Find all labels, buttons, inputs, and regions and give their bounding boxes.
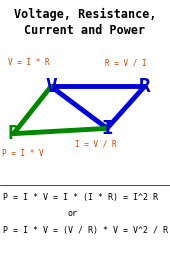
Text: or: or (68, 209, 78, 218)
Text: R: R (139, 77, 150, 96)
Text: V: V (45, 77, 57, 96)
Text: P: P (8, 124, 20, 143)
Text: I = V / R: I = V / R (75, 140, 116, 149)
Text: P = I * V = I * (I * R) = I^2 R: P = I * V = I * (I * R) = I^2 R (3, 193, 158, 202)
Text: P = I * V = (V / R) * V = V^2 / R: P = I * V = (V / R) * V = V^2 / R (3, 226, 168, 235)
Text: V = I * R: V = I * R (8, 58, 50, 67)
Text: Voltage, Resistance,
Current and Power: Voltage, Resistance, Current and Power (14, 8, 156, 37)
Text: P = I * V: P = I * V (2, 149, 43, 158)
Text: R = V / I: R = V / I (105, 58, 147, 67)
Text: I: I (101, 119, 113, 138)
